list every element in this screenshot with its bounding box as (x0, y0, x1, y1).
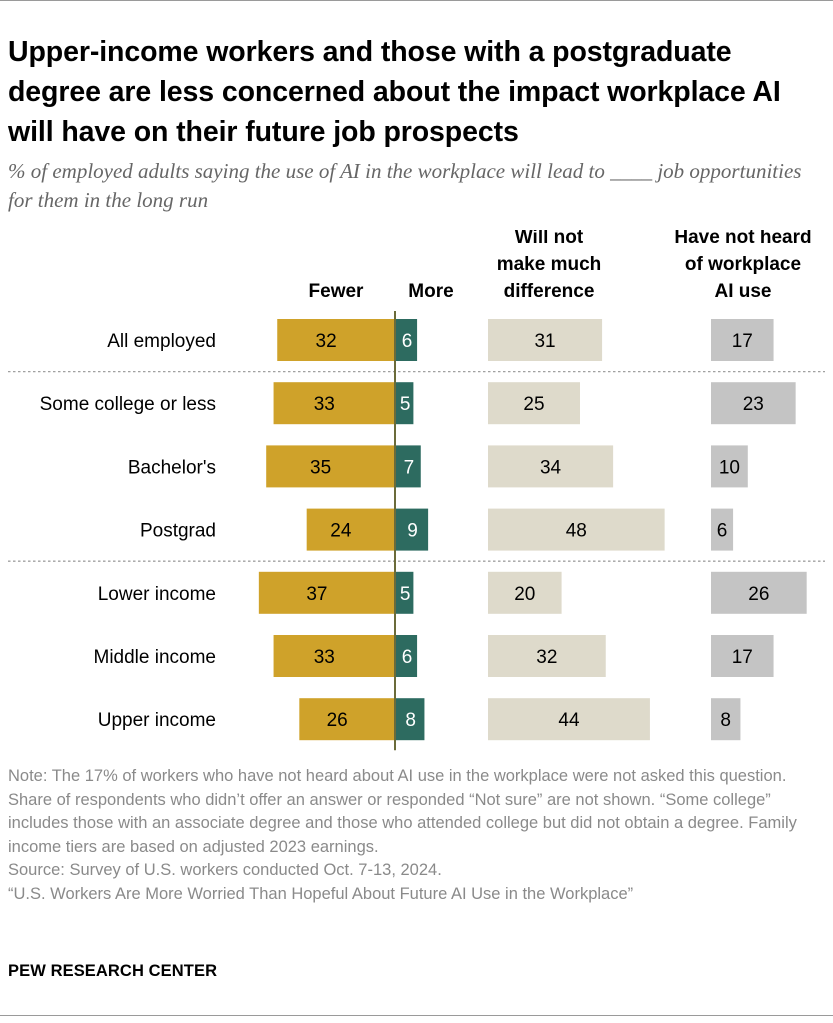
notes-block: Note: The 17% of workers who have not he… (8, 765, 823, 906)
bar-not-heard (711, 635, 774, 677)
note-text: Note: The 17% of workers who have not he… (8, 767, 797, 856)
bar-fewer (258, 571, 395, 614)
category-label: Lower income (98, 584, 216, 605)
value-label-more: 5 (400, 394, 411, 415)
value-label-more: 6 (402, 331, 413, 352)
bottom-rule (0, 1015, 833, 1016)
bar-more (395, 445, 421, 488)
chart-row: Postgrad 24 9 48 6 (140, 508, 734, 551)
bar-more (395, 382, 414, 425)
value-label-fewer: 26 (327, 710, 348, 731)
series-header-label: Will not (515, 230, 584, 248)
category-label: Upper income (98, 710, 216, 731)
value-label-not-heard: 8 (720, 710, 731, 731)
chart-title: Upper-income workers and those with a po… (8, 36, 781, 148)
bar-fewer (277, 319, 395, 361)
value-label-more: 8 (405, 710, 416, 731)
value-label-more: 5 (400, 584, 411, 605)
value-label-no-difference: 48 (566, 521, 587, 542)
bar-fewer (273, 382, 395, 425)
value-label-no-difference: 31 (534, 331, 555, 352)
bar-not-heard (711, 319, 774, 361)
bar-no-difference (488, 635, 606, 677)
value-label-no-difference: 25 (523, 394, 544, 415)
bar-fewer (273, 635, 395, 677)
report-title: “U.S. Workers Are More Worried Than Hope… (8, 884, 634, 903)
chart-area: Fewer More Will not make much difference Have… (8, 230, 825, 751)
value-label-more: 7 (404, 457, 415, 478)
chart-subtitle: % of employed adults saying the use of A… (8, 159, 802, 212)
series-header-label: Fewer (309, 281, 365, 302)
series-header-label: AI use (714, 281, 771, 302)
bar-not-heard (711, 382, 796, 425)
value-label-not-heard: 17 (732, 647, 753, 668)
chart-row: Middle income 33 6 32 17 (94, 635, 774, 677)
group-separators (8, 370, 825, 562)
value-label-not-heard: 17 (732, 331, 753, 352)
value-label-no-difference: 20 (514, 584, 535, 605)
series-header-label: make much (497, 254, 602, 275)
chart-row: Upper income 26 8 44 8 (98, 698, 741, 741)
value-label-more: 9 (407, 521, 418, 542)
bar-no-difference (488, 319, 603, 361)
chart-row: All employed 32 6 31 17 (107, 319, 774, 361)
bar-more (395, 319, 418, 361)
bar-more (395, 635, 418, 677)
pew-logo-text: PEW RESEARCH CENTER (8, 962, 218, 980)
bar-more (395, 508, 429, 551)
value-label-fewer: 33 (314, 647, 335, 668)
value-label-no-difference: 44 (558, 710, 580, 731)
value-label-fewer: 37 (306, 584, 327, 605)
bar-not-heard (711, 698, 741, 741)
series-headers: Fewer More Will not make much difference Have… (309, 230, 812, 302)
category-label: Some college or less (40, 394, 216, 415)
category-label: Middle income (94, 647, 217, 668)
value-label-not-heard: 23 (743, 394, 764, 415)
chart-row: Bachelor's 35 7 34 10 (128, 445, 748, 488)
bar-no-difference (488, 571, 562, 614)
bar-fewer (306, 508, 395, 551)
top-rule (0, 0, 833, 1)
chart-row: Lower income 37 5 20 26 (98, 571, 807, 614)
bar-no-difference (488, 698, 650, 741)
value-label-not-heard: 10 (719, 457, 740, 478)
value-label-fewer: 32 (316, 331, 337, 352)
bar-not-heard (711, 445, 748, 488)
value-label-more: 6 (402, 647, 413, 668)
series-header-label: More (408, 281, 453, 302)
chart-rows: All employed 32 6 31 17 Some college or less 3… (40, 319, 807, 741)
bar-fewer (266, 445, 395, 488)
bar-fewer (299, 698, 395, 741)
bar-not-heard (711, 571, 807, 614)
source-text: Source: Survey of U.S. workers conducted… (8, 861, 442, 879)
value-label-no-difference: 32 (536, 647, 557, 668)
bar-no-difference (488, 445, 614, 488)
bar-not-heard (711, 508, 734, 551)
series-header-label: of workplace (685, 254, 801, 275)
bar-no-difference (488, 508, 665, 551)
value-label-fewer: 35 (310, 457, 331, 478)
bar-more (395, 571, 414, 614)
value-label-not-heard: 26 (748, 584, 769, 605)
category-label: Bachelor's (128, 457, 216, 478)
category-label: All employed (107, 331, 216, 352)
value-label-no-difference: 34 (540, 457, 562, 478)
series-header-label: difference (504, 281, 595, 302)
bar-more (395, 698, 425, 741)
series-header-label: Have not heard (674, 230, 811, 248)
value-label-fewer: 33 (314, 394, 335, 415)
category-label: Postgrad (140, 521, 216, 542)
chart-row: Some college or less 33 5 25 23 (40, 382, 796, 425)
value-label-fewer: 24 (330, 521, 352, 542)
value-label-not-heard: 6 (717, 521, 728, 542)
bar-no-difference (488, 382, 580, 425)
